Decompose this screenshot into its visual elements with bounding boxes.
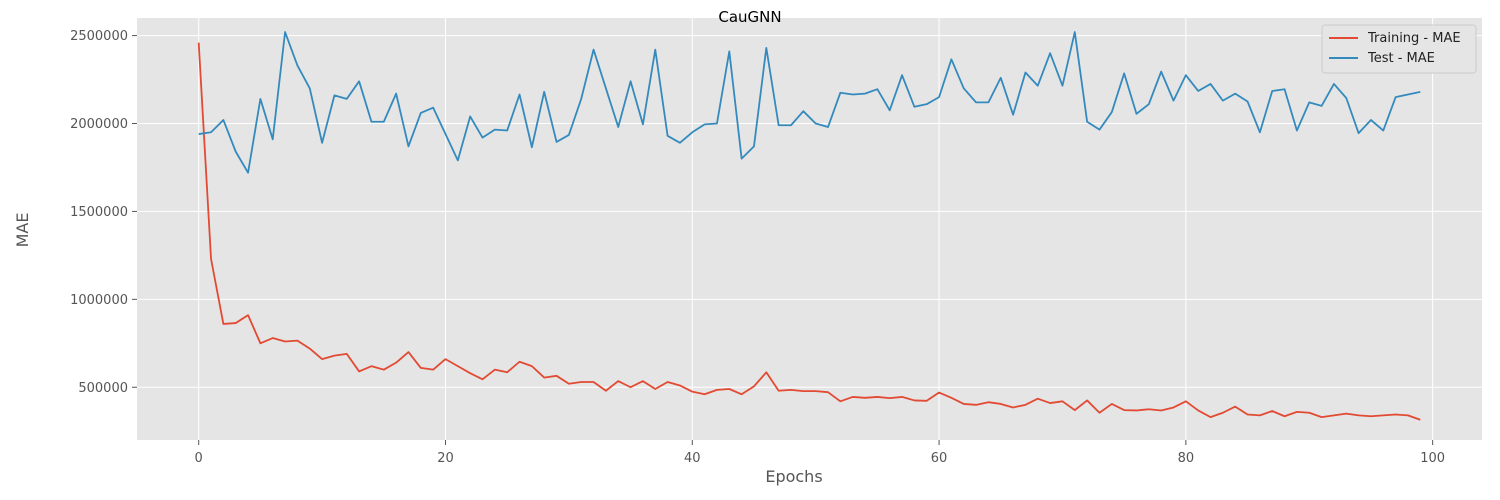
y-tick-label: 1000000 — [70, 293, 128, 308]
x-tick-label: 20 — [437, 451, 454, 466]
x-tick-label: 0 — [195, 451, 203, 466]
y-tick-label: 1500000 — [70, 205, 128, 220]
y-tick-label: 2500000 — [70, 29, 128, 44]
x-tick-label: 80 — [1178, 451, 1195, 466]
grid-lines — [137, 18, 1482, 440]
chart-title: CauGNN — [718, 8, 781, 26]
training-mae-line — [197, 42, 1421, 421]
series-lines — [197, 31, 1421, 421]
test-mae-line — [198, 31, 1421, 174]
y-tick-label: 500000 — [78, 381, 128, 396]
x-tick-label: 100 — [1420, 451, 1445, 466]
x-tick-label: 40 — [684, 451, 701, 466]
x-axis-ticks: 0 20 40 60 80 100 — [195, 440, 1445, 466]
y-axis-ticks: 500000 1000000 1500000 2000000 2500000 — [70, 29, 137, 396]
legend-label-test: Test - MAE — [1367, 51, 1435, 66]
x-axis-label: Epochs — [765, 467, 822, 486]
y-axis-label: MAE — [13, 213, 32, 248]
legend: Training - MAE Test - MAE — [1321, 24, 1477, 74]
legend-box — [1321, 24, 1477, 74]
plot-area — [137, 18, 1482, 440]
x-tick-label: 60 — [931, 451, 948, 466]
y-tick-label: 2000000 — [70, 117, 128, 132]
legend-label-training: Training - MAE — [1367, 31, 1461, 46]
